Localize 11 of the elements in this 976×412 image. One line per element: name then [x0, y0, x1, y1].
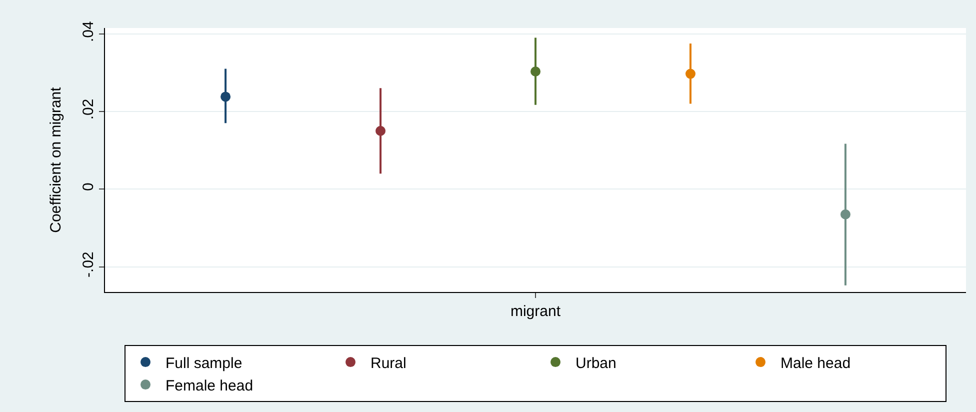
- legend-label: Male head: [780, 354, 851, 372]
- y-tick-label: .04: [80, 21, 97, 42]
- y-tick-label: .02: [80, 98, 97, 120]
- y-axis-title: Coefficient on migrant: [47, 86, 64, 233]
- legend-label: Rural: [370, 354, 406, 372]
- legend-label: Full sample: [166, 354, 242, 372]
- x-tick-label: migrant: [510, 303, 562, 320]
- y-tick-label: -.02: [80, 252, 97, 278]
- legend-label: Female head: [166, 377, 254, 394]
- y-tick-label: 0: [80, 182, 97, 192]
- legend-label: Urban: [576, 354, 616, 372]
